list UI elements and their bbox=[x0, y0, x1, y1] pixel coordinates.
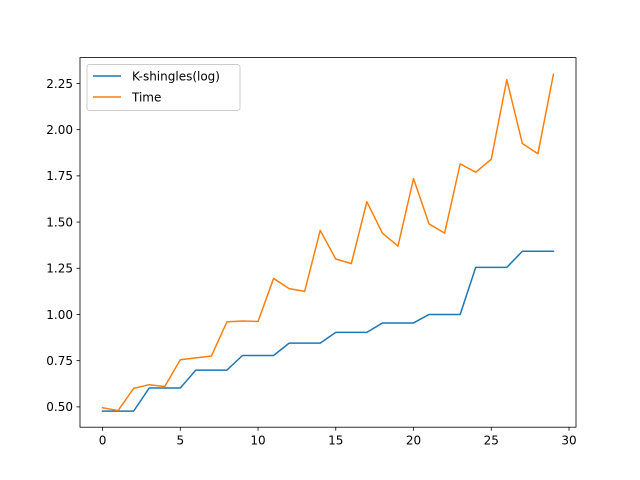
y-axis: 0.50 0.75 1.00 1.25 1.50 1.75 2.00 2.25 bbox=[46, 77, 80, 414]
legend-label: K-shingles(log) bbox=[132, 69, 220, 83]
x-tick-label: 25 bbox=[484, 434, 499, 448]
x-tick-label: 5 bbox=[176, 434, 184, 448]
y-tick-label: 1.25 bbox=[46, 262, 73, 276]
legend: K-shingles(log) Time bbox=[86, 64, 241, 111]
y-tick-label: 1.00 bbox=[46, 308, 73, 322]
x-tick-label: 15 bbox=[328, 434, 343, 448]
y-tick-label: 0.50 bbox=[46, 400, 73, 414]
x-axis: 0 5 10 15 20 25 30 bbox=[99, 427, 577, 448]
x-tick-label: 10 bbox=[250, 434, 265, 448]
y-tick-label: 1.75 bbox=[46, 169, 73, 183]
x-tick-label: 30 bbox=[561, 434, 576, 448]
y-tick-label: 2.00 bbox=[46, 123, 73, 137]
y-tick-label: 0.75 bbox=[46, 354, 73, 368]
plot-lines bbox=[101, 73, 555, 412]
series-line-2 bbox=[101, 73, 555, 412]
legend-box bbox=[86, 64, 241, 111]
x-tick-label: 0 bbox=[99, 434, 107, 448]
legend-label: Time bbox=[131, 90, 161, 104]
y-tick-label: 1.50 bbox=[46, 215, 73, 229]
axes-frame bbox=[79, 57, 577, 428]
y-tick-label: 2.25 bbox=[46, 77, 73, 91]
x-tick-label: 20 bbox=[406, 434, 421, 448]
series-line-1 bbox=[101, 250, 555, 412]
